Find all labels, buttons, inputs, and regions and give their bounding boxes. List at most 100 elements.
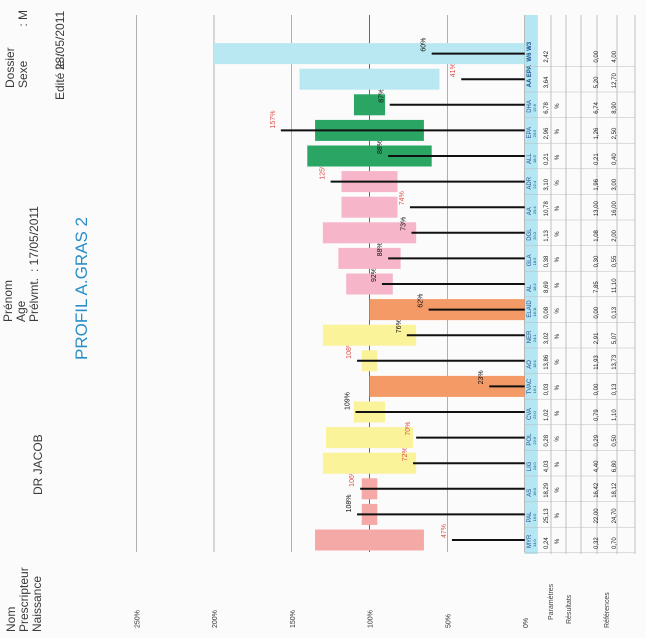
unit-value: % [555,384,561,390]
ref-high-value: 0,13 [612,383,618,395]
parameter-code: AA [527,207,533,215]
ytick-label: 100% [368,610,375,628]
ref-high-value: 3,00 [612,178,618,190]
ref-high-value: 5,07 [612,332,618,344]
parameter-code: ELAID [527,300,533,318]
ref-low-value: 0,00 [594,306,600,318]
parameter-sub: 20:5 [532,129,537,138]
percent-label: 88% [377,140,384,154]
parameter-sub: 22:6 [532,103,537,112]
ref-high-value: 0,50 [612,434,618,446]
ytick-label: 0% [523,618,530,628]
ytick-label: 150% [290,610,297,628]
percent-label: 47% [441,524,448,538]
parameter-sub: 22:6 [532,436,537,445]
unit-value: % [555,282,561,288]
percent-label: 108% [346,341,353,359]
result-value: 8,69 [544,281,550,293]
parameter-code: NER [527,330,533,343]
ref-low-value: 1,96 [594,178,600,190]
ref-high-value: 16,00 [612,201,618,217]
range-bar [214,43,525,65]
range-bar [369,375,525,397]
parameter-sub: 24:0 [532,462,537,471]
unit-value: % [555,436,561,442]
parameter-code: W6 W3 [527,41,533,61]
percent-label: 62% [418,294,425,308]
sex-value: : M [16,9,30,27]
range-bar [346,273,393,295]
unit-value: % [555,538,561,544]
percent-label: 157% [270,110,277,128]
ref-low-value: 11,93 [594,355,600,370]
percent-label: 74% [399,191,406,205]
range-bar [325,427,414,449]
ref-high-value: 12,70 [612,73,618,89]
page-title: PROFIL A.GRAS 2 [72,217,91,360]
percent-label: 106% [349,469,356,487]
parametres-label: Paramètres [548,583,555,620]
ref-low-value: 1,26 [594,127,600,139]
sample-date: : 17/05/2011 [27,206,41,272]
ref-low-value: 0,30 [594,255,600,267]
dossier-block: Dossier Sexe: M [3,9,30,88]
parameter-code: LIG [527,461,533,471]
range-bar [322,324,417,346]
range-bar [353,94,386,116]
result-value: 0,38 [544,255,550,267]
percent-label: 72% [402,447,409,461]
result-value: 0,08 [544,306,550,318]
parameter-sub: 20:3 [532,231,537,240]
unit-value: % [555,103,561,109]
unit-value: % [555,154,561,160]
parameter-code: ADR [527,176,533,189]
parameter-sub: 18:0 [532,487,537,496]
ref-low-value: 0,32 [594,537,600,549]
ref-low-value: 4,40 [594,460,600,472]
ref-high-value: 0,13 [612,306,618,318]
percent-label: 70% [405,422,412,436]
ref-low-value: 16,42 [594,482,600,498]
parameter-sub: 16:0 [532,513,537,522]
ref-low-value: 6,74 [594,101,600,113]
range-bar [322,452,417,474]
percent-label: 88% [377,242,384,256]
result-value: 13,86 [544,354,550,370]
parameter-code: DGL [527,228,533,241]
parameter-code: DHA [527,100,533,113]
result-value: 3,02 [544,332,550,344]
parameter-header-strip [525,15,537,554]
ref-low-value: 7,85 [594,281,600,293]
unit-value: % [555,410,561,416]
percent-label: 76% [396,319,403,333]
percent-label: 41% [450,63,457,77]
prescriber-value: DR JACOB [31,434,45,495]
unit-value: % [555,359,561,365]
ytick-label: 50% [445,614,452,628]
references-label: Références [604,592,611,628]
parameter-code: EPA [527,127,533,139]
naissance-label: Naissance [30,575,44,632]
parameter-code: GLA [527,254,533,266]
patient-field-labels: Nom Prescripteur Naissance [4,567,44,632]
parameter-sub: 18:1t [532,307,537,317]
ref-low-value: 5,20 [594,76,600,88]
prescriber-name: DR JACOB [31,434,45,495]
ref-high-value: 4,00 [612,50,618,62]
result-value: 0,28 [544,434,550,446]
percent-label: 73% [400,217,407,231]
ref-low-value: 0,29 [594,434,600,446]
ref-low-value: 0,79 [594,409,600,421]
ref-low-value: 0,00 [594,383,600,395]
result-value: 18,29 [544,482,550,498]
ref-high-value: 24,70 [612,508,618,524]
parameter-sub: 22:0 [532,410,537,419]
unit-value: % [555,256,561,262]
ref-low-value: 1,08 [594,229,600,241]
edited-date: 23/05/2011 [53,10,67,70]
parameter-sub: 22:4 [532,180,537,189]
unit-value: % [555,231,561,237]
ref-high-value: 2,50 [612,127,618,139]
